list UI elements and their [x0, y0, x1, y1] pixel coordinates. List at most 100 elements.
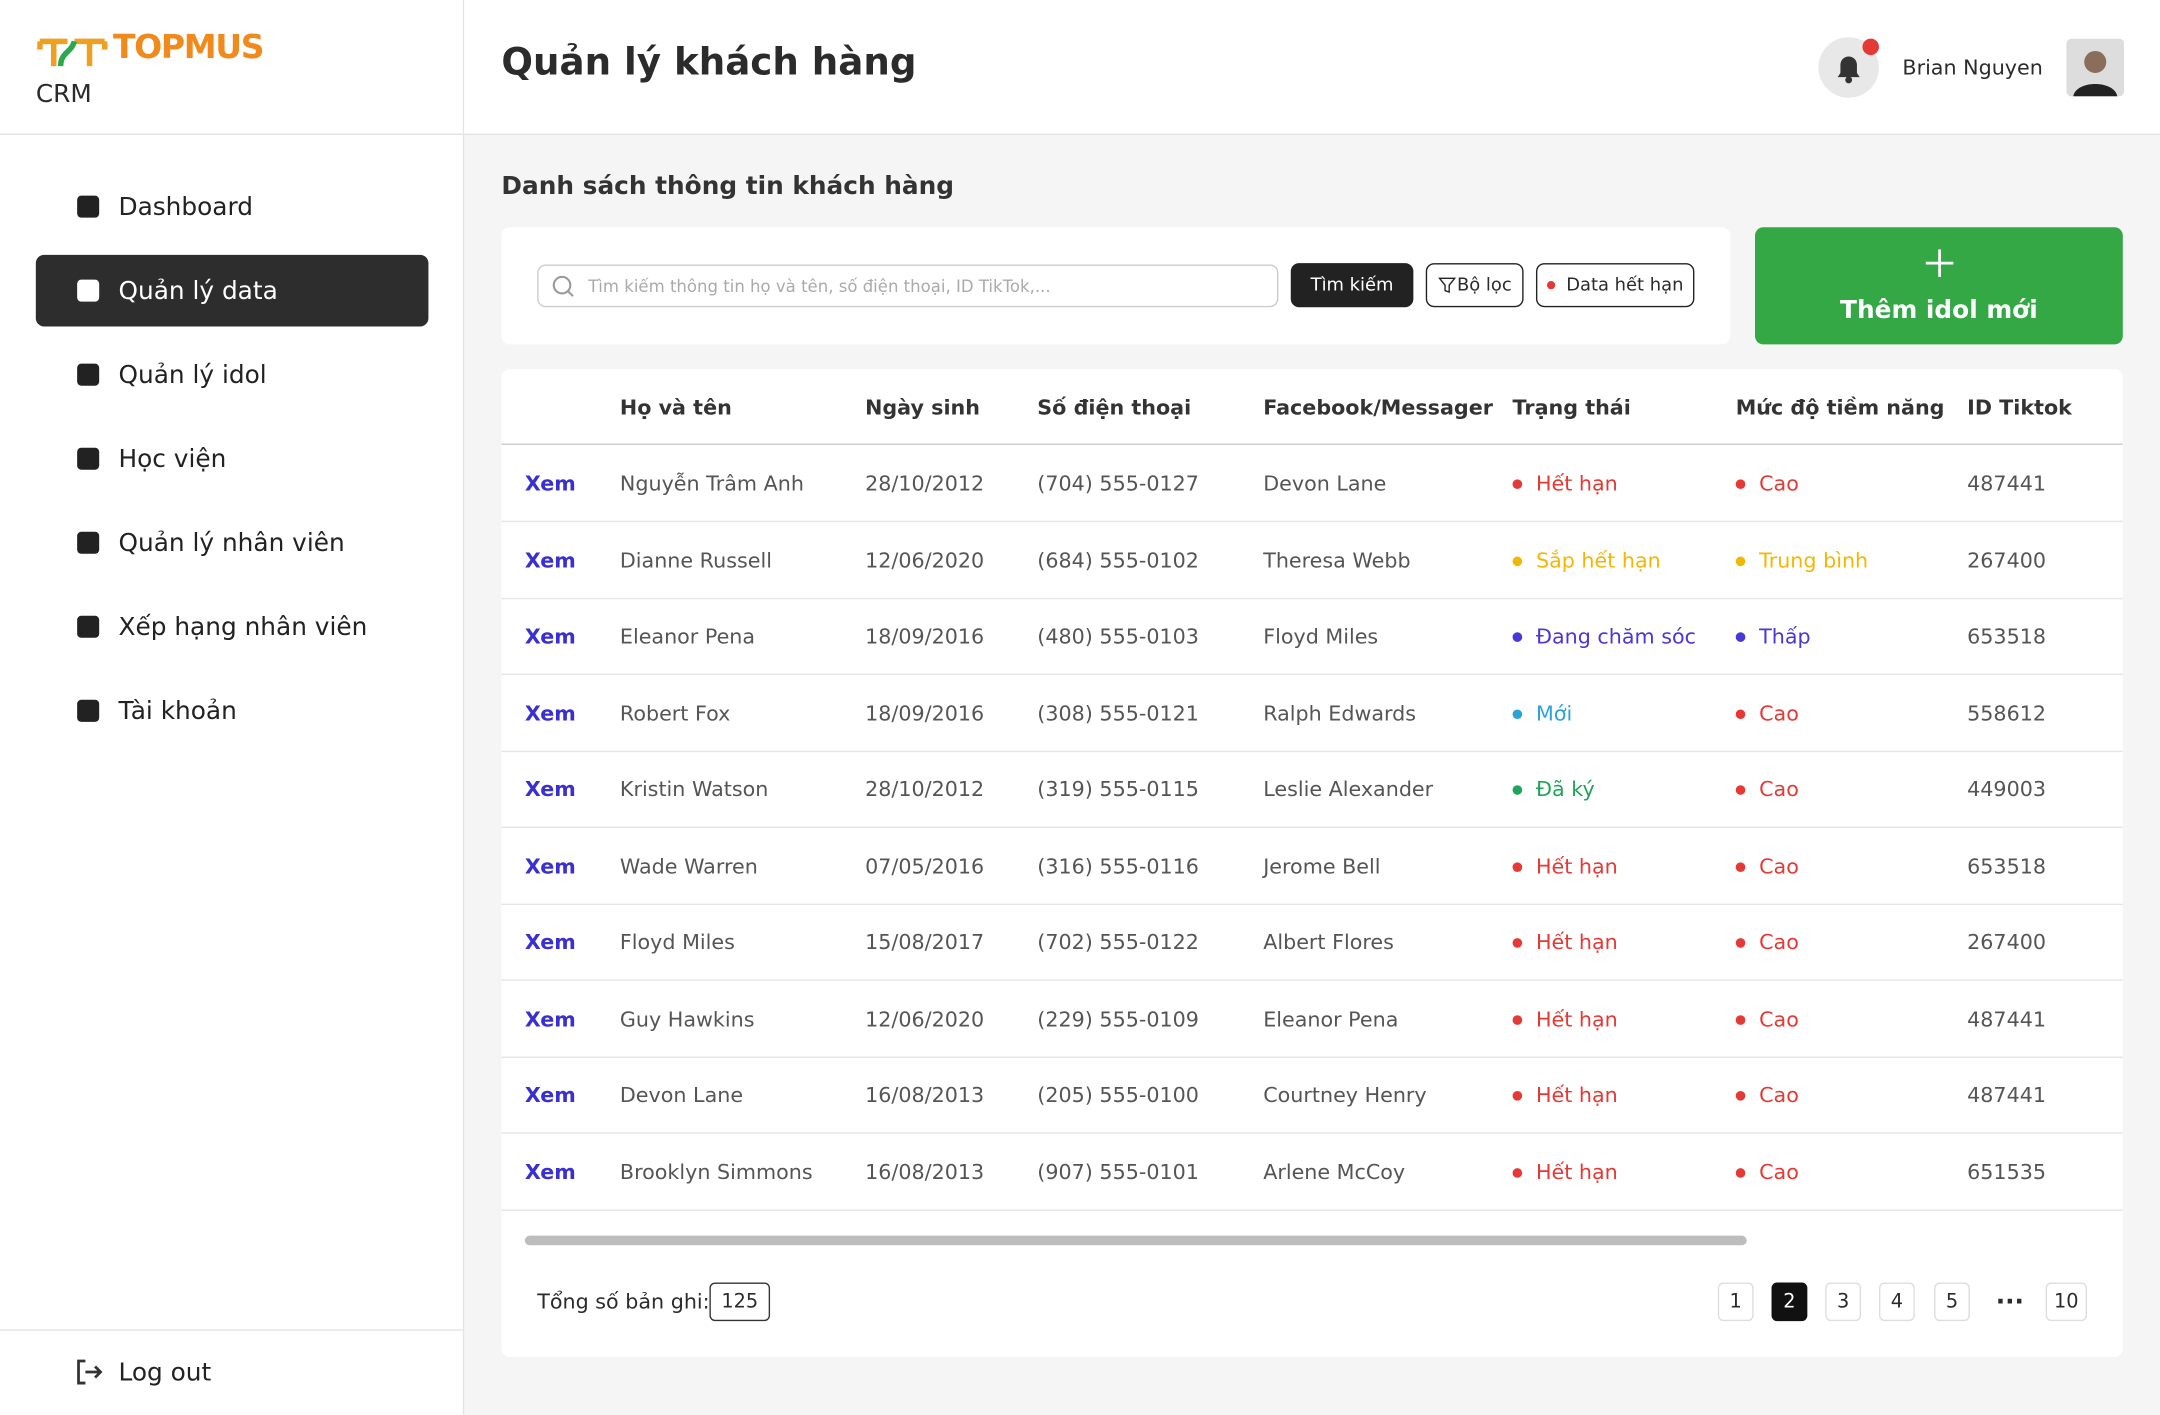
nav-item[interactable]: Dashboard	[36, 171, 429, 243]
table-card	[501, 369, 2123, 1357]
row-divider	[501, 1055, 2123, 1058]
cell-text: (907) 555-0101	[1037, 1159, 1199, 1185]
nav-label: Quản lý data	[118, 276, 278, 306]
page-button[interactable]: 3	[1825, 1282, 1862, 1322]
avatar[interactable]	[2066, 38, 2125, 97]
dot	[1735, 479, 1746, 490]
cell-text: 12/06/2020	[865, 547, 985, 573]
page-button[interactable]: 5	[1934, 1282, 1970, 1322]
cell-text: 653518	[1967, 624, 2047, 649]
cell-text: (480) 555-0103	[1037, 624, 1199, 649]
toolbar	[501, 227, 1731, 345]
cell-text: 487441	[1967, 471, 2047, 496]
divider	[0, 133, 463, 135]
nav-icon	[77, 195, 100, 218]
status-cell: Mới	[1512, 700, 1572, 725]
dot	[1735, 1091, 1746, 1101]
status-cell: Trung bình	[1735, 548, 1868, 572]
view-link[interactable]: Xem	[524, 1082, 576, 1108]
status-label: Cao	[1759, 471, 1799, 496]
cell-text: Jerome Bell	[1263, 853, 1381, 879]
nav-item[interactable]: Quản lý nhân viên	[36, 507, 429, 579]
nav-label: Học viện	[118, 444, 227, 474]
column-header: Facebook/Messager	[1263, 395, 1493, 421]
column-header: Số điện thoại	[1037, 395, 1192, 421]
nav-item[interactable]: Quản lý idol	[36, 339, 429, 411]
expired-button[interactable]: Data hết hạn	[1535, 263, 1695, 308]
status-cell: Thấp	[1735, 624, 1811, 649]
column-header: Họ và tên	[619, 395, 732, 421]
status-cell: Cao	[1735, 929, 1799, 955]
logo-icon	[37, 38, 108, 67]
cell-text: Nguyễn Trâm Anh	[619, 471, 804, 496]
dot	[1512, 938, 1523, 948]
view-link[interactable]: Xem	[524, 547, 576, 573]
status-cell: Cao	[1735, 777, 1799, 802]
cell-text: Leslie Alexander	[1263, 776, 1434, 802]
nav-label: Xếp hạng nhân viên	[118, 612, 368, 642]
cell-text: Eleanor Pena	[1263, 1006, 1399, 1032]
cell-text: Guy Hawkins	[619, 1006, 755, 1032]
view-link[interactable]: Xem	[524, 1006, 576, 1032]
nav-icon	[77, 531, 100, 554]
view-link[interactable]: Xem	[524, 471, 576, 496]
nav-label: Quản lý nhân viên	[118, 528, 345, 558]
page-title: Quản lý khách hàng	[501, 41, 917, 85]
status-cell: Cao	[1735, 1083, 1799, 1108]
cell-text: 16/08/2013	[865, 1082, 985, 1108]
status-label: Cao	[1759, 929, 1799, 955]
scrollbar[interactable]	[524, 1235, 1747, 1246]
view-link[interactable]: Xem	[524, 776, 576, 802]
dot	[1512, 479, 1523, 490]
cell-text: (702) 555-0122	[1037, 929, 1199, 955]
cell-text: Courtney Henry	[1263, 1082, 1427, 1108]
filter-button[interactable]: Bộ lọc	[1425, 263, 1524, 308]
status-label: Hết hạn	[1535, 471, 1618, 496]
status-label: Cao	[1759, 853, 1799, 879]
page-button[interactable]: 1	[1717, 1282, 1754, 1322]
dot	[1735, 785, 1746, 795]
logout-label: Log out	[118, 1357, 212, 1387]
cell-text: 16/08/2013	[865, 1159, 985, 1185]
divider	[0, 1329, 463, 1331]
row-divider	[501, 1208, 2123, 1211]
row-divider	[501, 826, 2123, 828]
status-label: Cao	[1759, 700, 1799, 726]
nav-icon	[77, 363, 100, 386]
cell-text: 12/06/2020	[865, 1006, 985, 1032]
nav-item[interactable]: Xếp hạng nhân viên	[36, 591, 429, 663]
cell-text: (684) 555-0102	[1037, 547, 1199, 573]
search-placeholder: Tìm kiếm thông tin họ và tên, số điện th…	[588, 276, 1051, 296]
view-link[interactable]: Xem	[524, 929, 576, 955]
view-link[interactable]: Xem	[524, 1159, 576, 1185]
dot	[1512, 1091, 1523, 1101]
nav-item[interactable]: Tài khoản	[36, 675, 429, 747]
dot	[1735, 1014, 1746, 1025]
cell-text: 449003	[1967, 776, 2047, 802]
notification[interactable]	[1818, 36, 1881, 99]
dot	[1735, 1167, 1746, 1178]
search-box[interactable]: Tìm kiếm thông tin họ và tên, số điện th…	[537, 264, 1279, 308]
cell-text: Dianne Russell	[619, 547, 772, 573]
logout[interactable]: Log out	[36, 1336, 429, 1408]
nav-item[interactable]: Học viện	[36, 423, 429, 495]
page-button[interactable]: 2	[1771, 1282, 1808, 1322]
cell-text: Ralph Edwards	[1263, 700, 1417, 726]
nav-icon	[77, 279, 100, 302]
column-header: Mức độ tiềm năng	[1735, 395, 1945, 421]
page-button[interactable]: 10	[2045, 1282, 2087, 1322]
view-link[interactable]: Xem	[524, 853, 576, 879]
status-cell: Hết hạn	[1512, 471, 1618, 496]
status-label: Cao	[1759, 1006, 1799, 1032]
nav-item[interactable]: Quản lý data	[35, 254, 429, 327]
search-button[interactable]: Tìm kiếm	[1290, 263, 1414, 308]
status-cell: Hết hạn	[1512, 1159, 1618, 1184]
page-button[interactable]: 4	[1878, 1282, 1915, 1322]
status-label: Hết hạn	[1535, 853, 1618, 879]
add-button[interactable]: Thêm idol mới	[1754, 227, 2123, 345]
cell-text: Albert Flores	[1263, 929, 1394, 955]
view-link[interactable]: Xem	[524, 624, 576, 649]
plus-icon	[1925, 249, 1953, 277]
status-label: Đã ký	[1535, 776, 1595, 802]
view-link[interactable]: Xem	[524, 700, 576, 726]
